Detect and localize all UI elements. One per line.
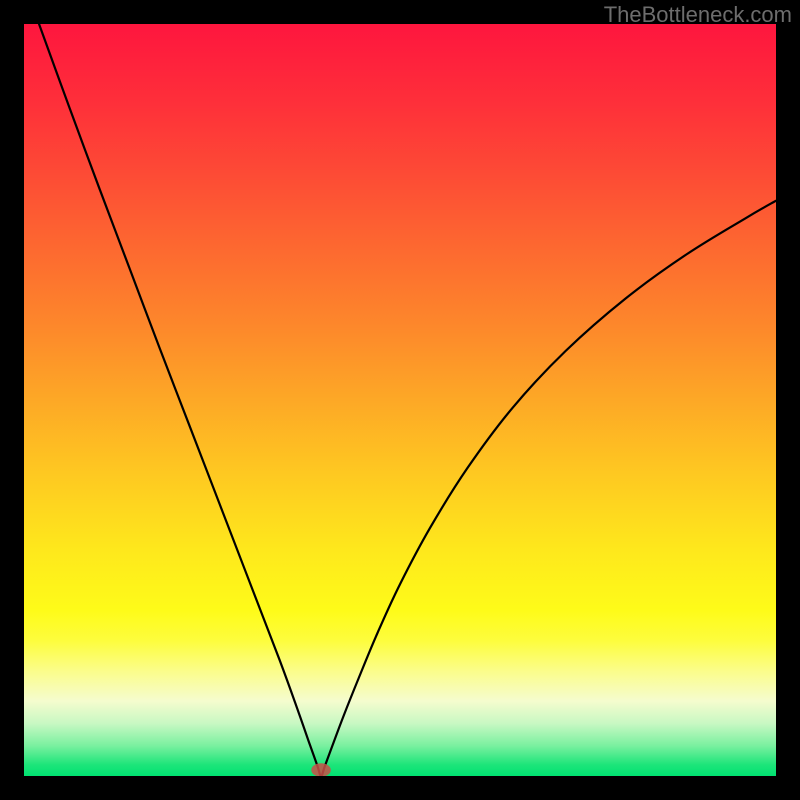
plot-area — [24, 24, 776, 776]
vertex-marker — [311, 763, 331, 776]
curve-layer — [24, 24, 776, 776]
chart-frame: TheBottleneck.com — [0, 0, 800, 800]
bottleneck-curve — [39, 24, 776, 776]
watermark-text: TheBottleneck.com — [604, 2, 792, 28]
